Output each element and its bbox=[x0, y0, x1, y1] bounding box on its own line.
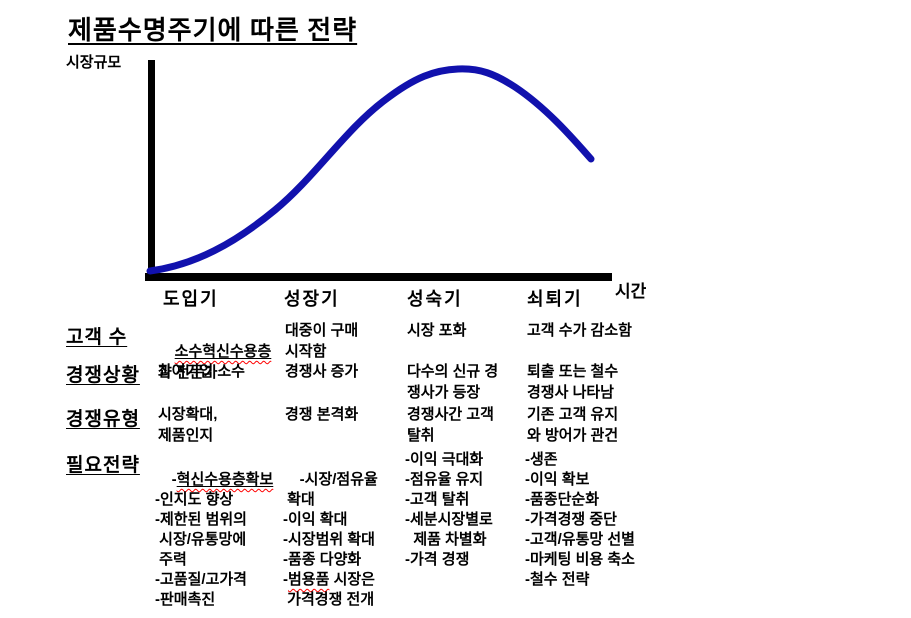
row-label-competition-state: 경쟁상황 bbox=[66, 365, 140, 386]
page-title: 제품수명주기에 따른 전략 bbox=[68, 16, 358, 45]
cell-strategy-decline: -생존 -이익 확보 -품종단순화 -가격경쟁 중단 -고객/유통망 선별 -마… bbox=[525, 451, 635, 588]
underlined-text: 소수혁신수용층 bbox=[175, 343, 272, 360]
cell-strategy-intro: -혁신수용층확보 -인지도 향상 -제한된 범위의 시장/유통망에 주력 -고품… bbox=[155, 450, 300, 618]
stage-decline: 쇠퇴기 bbox=[527, 289, 583, 309]
cell-comptype-maturity: 경쟁사간 고객 탈취 bbox=[407, 406, 494, 444]
cell-comptype-intro: 시장확대, 제품인지 bbox=[158, 406, 218, 444]
row-label-competition-type: 경쟁유형 bbox=[66, 409, 140, 430]
lifecycle-curve-path bbox=[146, 65, 595, 275]
cell-comptype-growth: 경쟁 본격화 bbox=[285, 406, 359, 423]
cell-compstate-maturity: 다수의 신규 경 쟁사가 등장 bbox=[407, 363, 499, 401]
misspelled-text: 범용품 bbox=[288, 571, 330, 588]
cell-text: -시장/점유율 확대 -이익 확대 -시장범위 확대 -품종 다양화 - bbox=[283, 471, 378, 588]
row-label-customers: 고객 수 bbox=[66, 327, 128, 348]
cell-comptype-decline: 기존 고객 유지 와 방어가 관건 bbox=[527, 406, 619, 444]
y-axis-label: 시장규모 bbox=[66, 54, 122, 71]
misspelled-text: 소수혁신수용층 bbox=[174, 343, 272, 360]
x-axis-label: 시간 bbox=[615, 282, 647, 301]
underlined-text: 혁신수용층확보 bbox=[177, 471, 274, 488]
stage-introduction: 도입기 bbox=[163, 289, 219, 309]
misspelled-text: 혁신수용층확보 bbox=[176, 471, 274, 488]
cell-compstate-decline: 퇴출 또는 철수 경쟁사 나타남 bbox=[527, 363, 619, 401]
cell-text: - bbox=[171, 471, 177, 488]
y-axis-line bbox=[148, 60, 155, 281]
stage-maturity: 성숙기 bbox=[407, 289, 463, 309]
cell-text: 시장은 가격경쟁 전개 bbox=[287, 571, 375, 608]
cell-customers-intro: 소수혁신수용층 과 전문가 bbox=[158, 320, 293, 404]
cell-text: -인지도 향상 -제한된 범위의 시장/유통망에 주력 -고품질/고가격 -판매… bbox=[155, 491, 247, 608]
stage-growth: 성장기 bbox=[284, 289, 340, 309]
cell-customers-growth: 대중이 구매 시작함 bbox=[285, 322, 359, 360]
cell-strategy-growth: -시장/점유율 확대 -이익 확대 -시장범위 확대 -품종 다양화 -범용품 … bbox=[283, 450, 428, 618]
cell-text: 과 전문가 bbox=[158, 364, 218, 381]
cell-customers-maturity: 시장 포화 bbox=[407, 322, 467, 339]
row-label-required-strategy: 필요전략 bbox=[66, 455, 140, 476]
x-axis-line bbox=[145, 273, 612, 281]
cell-compstate-intro: 참여기업 소수 bbox=[158, 363, 245, 380]
cell-strategy-maturity: -이익 극대화 -점유율 유지 -고객 탈취 -세분시장별로 제품 차별화 -가… bbox=[405, 451, 493, 568]
cell-compstate-growth: 경쟁사 증가 bbox=[285, 363, 359, 380]
cell-customers-decline: 고객 수가 감소함 bbox=[527, 322, 632, 339]
